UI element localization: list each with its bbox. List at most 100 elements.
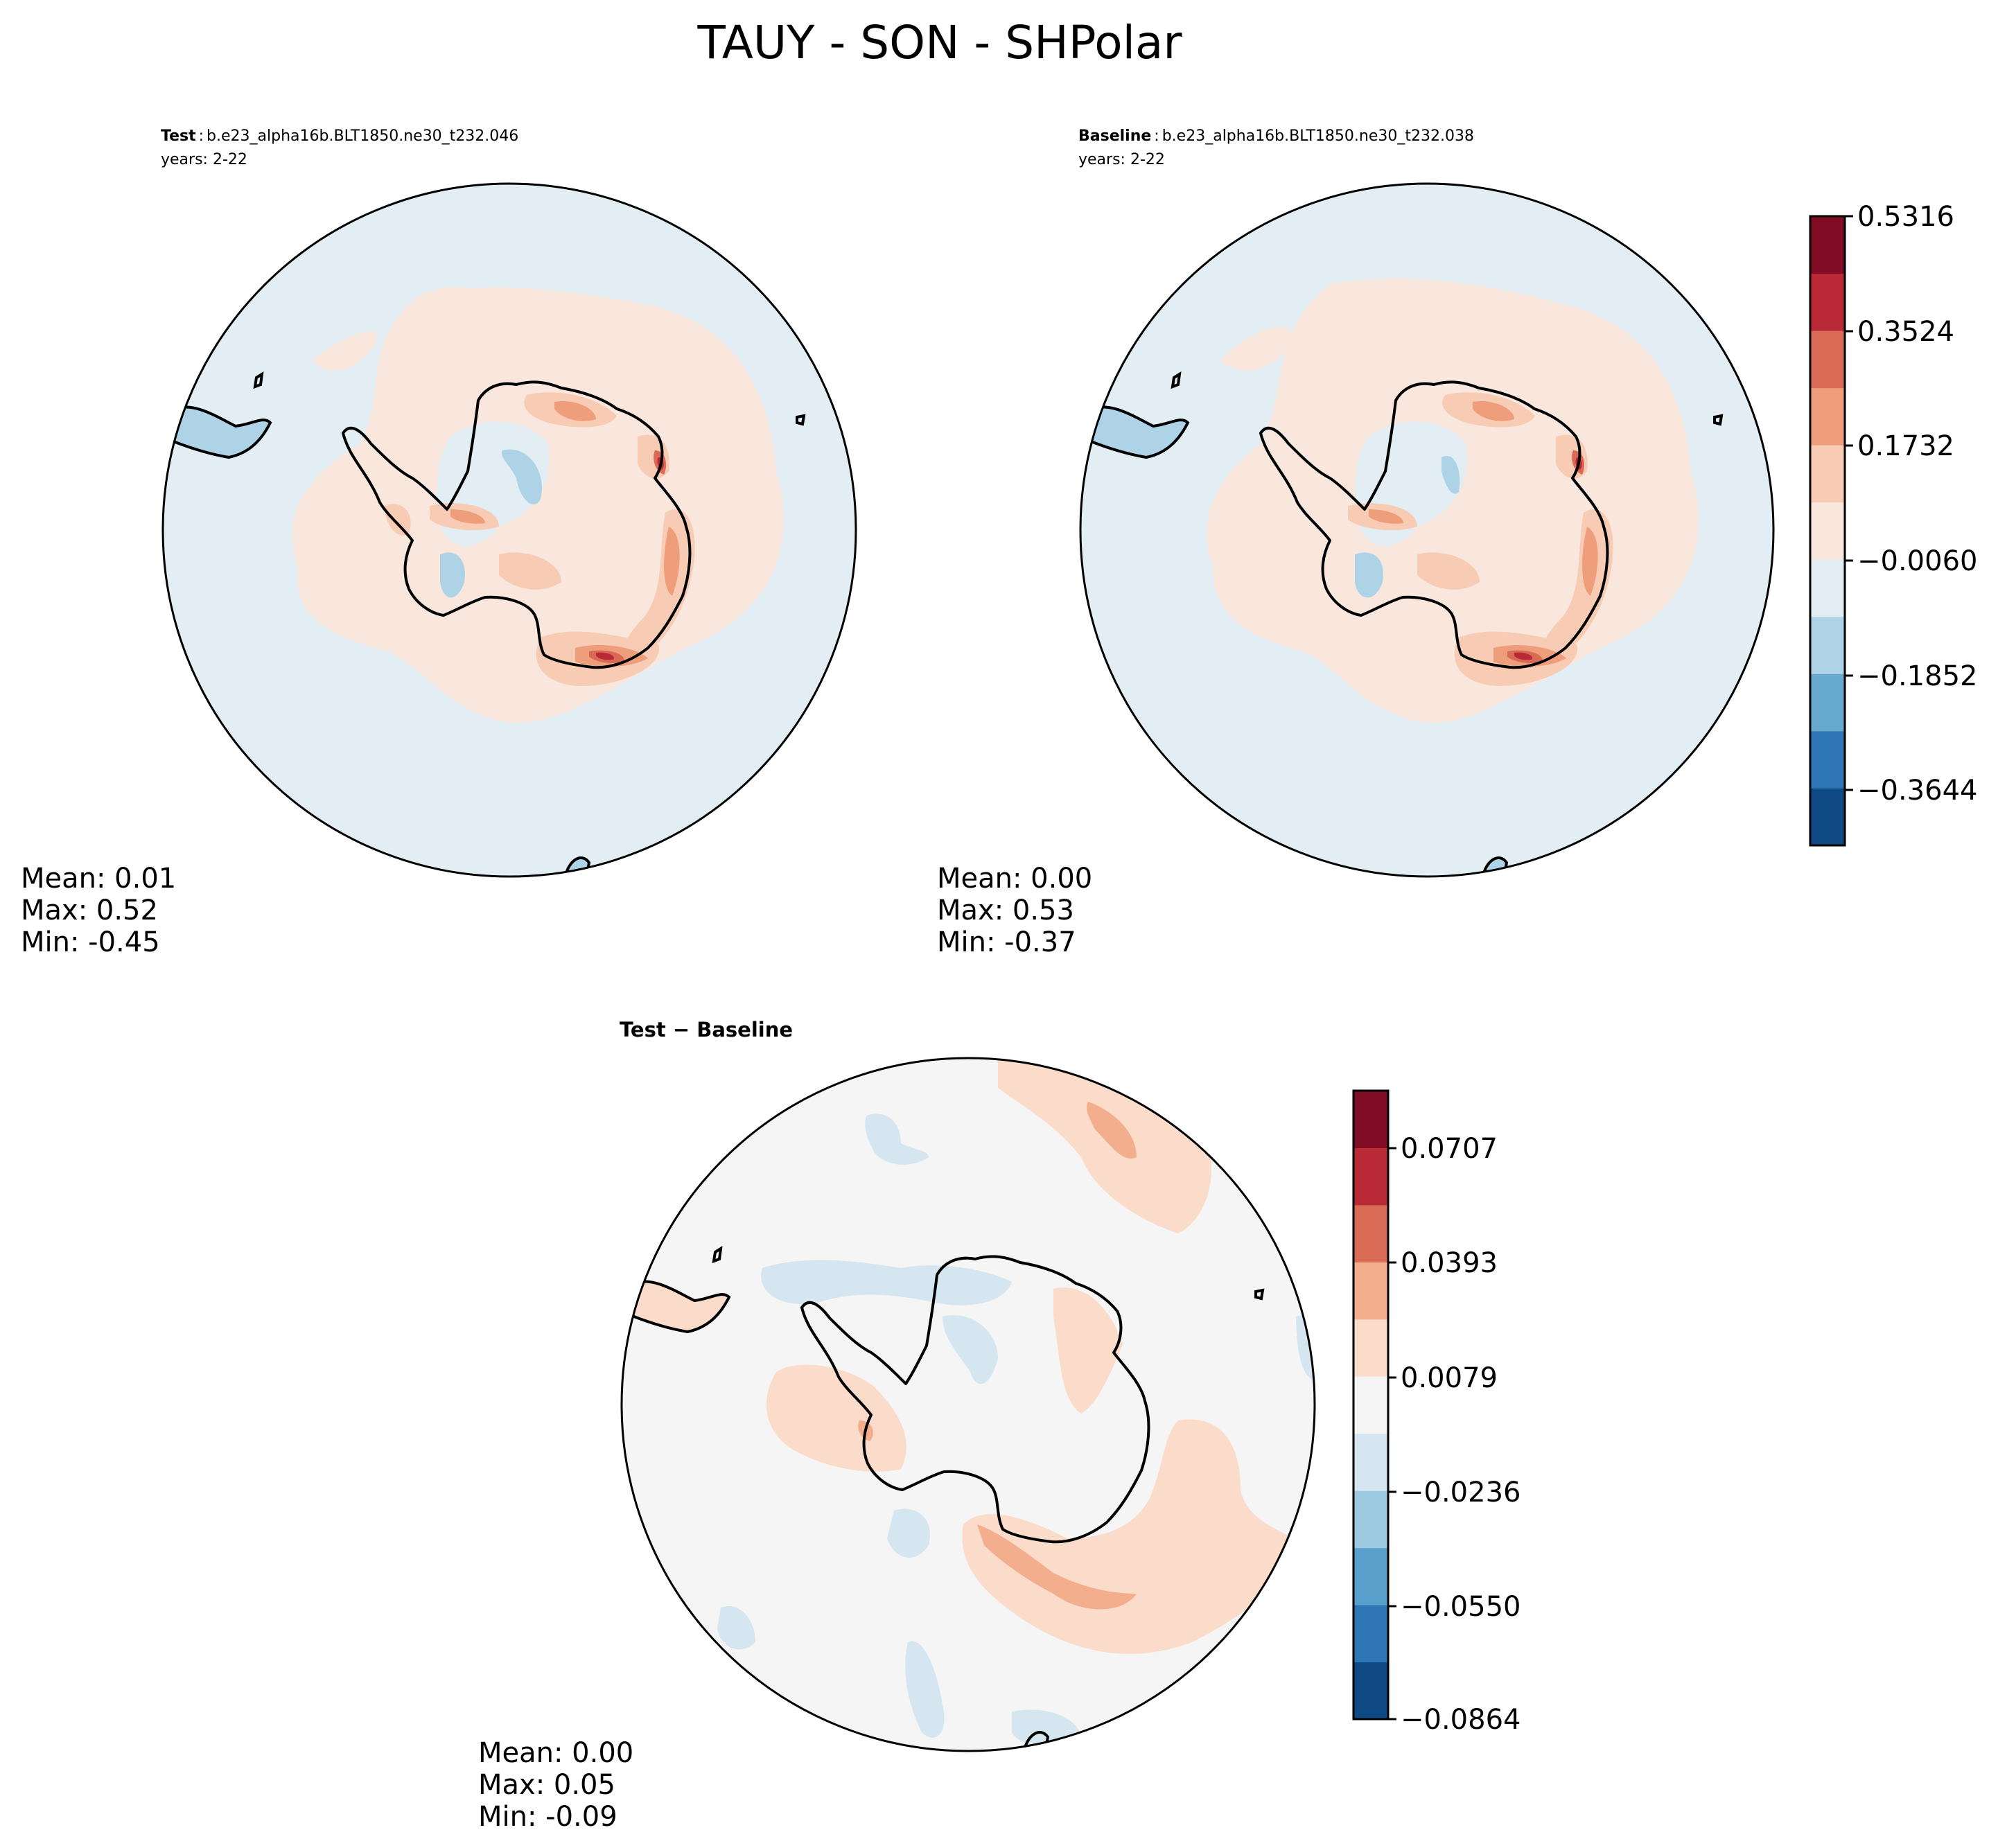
panel-test-core-1	[554, 401, 596, 421]
colorbar-bottom: 0.0707 0.0393 0.0079 −0.0236 −0.0550 −0.0864	[1352, 1089, 1520, 1736]
figure-title: TAUY - SON - SHPolar	[697, 16, 1183, 69]
colorbar-bottom-swatch	[1353, 1433, 1388, 1491]
colorbar-bottom-swatch	[1353, 1376, 1388, 1434]
panel-baseline-inner-blue-2	[1441, 456, 1460, 494]
colorbar-bottom-tick-label: 0.0707	[1401, 1133, 1498, 1165]
panel-test-patch-2	[312, 331, 377, 371]
panel-test-core-7	[596, 652, 614, 660]
panel-baseline-years: years: 2-22	[1078, 151, 1165, 168]
colorbar-bottom-tick-label: 0.0393	[1401, 1247, 1498, 1279]
panel-difference-pos-west	[766, 1364, 906, 1472]
panel-baseline: Baseline: b.e23_alpha16b.BLT1850.ne30_t23…	[937, 127, 1775, 958]
colorbar-bottom-tick-label: 0.0079	[1401, 1362, 1498, 1394]
panel-baseline-patch-1	[1220, 326, 1292, 371]
panel-baseline-mean: Mean: 0.00	[937, 863, 1092, 895]
panel-test-inner-blue-3	[440, 552, 465, 598]
colorbar-top-swatch	[1810, 616, 1845, 674]
panel-difference-boundary	[620, 1057, 1316, 1752]
panel-difference: Test − Baseline Mean: 0.	[478, 1018, 1316, 1833]
panel-baseline-title-bold: Baseline	[1078, 127, 1151, 145]
colorbar-top-swatch	[1810, 445, 1845, 503]
colorbar-bottom-swatch	[1353, 1605, 1388, 1663]
colorbar-bottom-swatch	[1353, 1662, 1388, 1720]
panel-baseline-core-4	[1369, 509, 1403, 524]
colorbar-top-swatch	[1810, 674, 1845, 732]
panel-baseline-coastline-antarctica	[1259, 380, 1609, 669]
panel-baseline-coastline-south-america	[1085, 405, 1190, 459]
colorbar-top-swatch	[1810, 331, 1845, 389]
panel-test-boundary	[161, 182, 857, 878]
panel-baseline-title: Baseline: b.e23_alpha16b.BLT1850.ne30_t23…	[1078, 127, 1474, 145]
panel-difference-pos-east	[1053, 1287, 1123, 1414]
panel-test-title: Test: b.e23_alpha16b.BLT1850.ne30_t232.04…	[161, 127, 518, 145]
panel-difference-title: Test − Baseline	[620, 1018, 793, 1041]
colorbar-top-swatch	[1810, 387, 1845, 446]
panel-test-title-bold: Test	[161, 127, 196, 145]
colorbar-top-tick-label: −0.0060	[1857, 545, 1977, 577]
panel-test-coastline-island-2	[796, 414, 806, 426]
colorbar-bottom-swatch	[1353, 1204, 1388, 1262]
panel-difference-neg-left	[717, 1606, 755, 1650]
colorbar-bottom-swatch	[1353, 1319, 1388, 1377]
panel-baseline-coastline-island-2	[1713, 414, 1724, 426]
colorbar-top-tick-label: 0.3524	[1857, 316, 1954, 348]
colorbar-bottom-swatch	[1353, 1262, 1388, 1320]
panel-test-coastline-south-america	[168, 405, 272, 459]
panel-difference-map	[622, 1058, 1315, 1751]
panel-difference-pos-right-band	[962, 1419, 1303, 1654]
panel-test-max: Max: 0.52	[21, 895, 158, 926]
panel-baseline-band-sw	[1417, 552, 1480, 590]
colorbar-top-tick-label: −0.1852	[1857, 660, 1977, 692]
colorbar-top-swatch	[1810, 730, 1845, 789]
colorbar-bottom-swatch	[1353, 1490, 1388, 1549]
panel-difference-pos-top-right	[998, 1059, 1211, 1233]
panel-test-mean: Mean: 0.01	[21, 863, 176, 895]
panel-baseline-map	[1080, 184, 1773, 877]
panel-difference-pos-right-core	[977, 1524, 1137, 1610]
panel-test-patch-1	[416, 286, 474, 314]
panel-test-years: years: 2-22	[161, 151, 247, 168]
panel-baseline-boundary	[1079, 182, 1775, 878]
panel-test-core-2	[664, 527, 680, 596]
panel-test-band-sw	[499, 552, 561, 590]
panel-baseline-core-2	[1582, 527, 1598, 596]
colorbar-top-tick-label: 0.5316	[1857, 201, 1954, 233]
panel-test-band-far-west	[385, 504, 411, 536]
panel-difference-min: Min: -0.09	[478, 1801, 617, 1833]
panel-difference-neg-sw	[887, 1508, 930, 1558]
panel-baseline-coastline-island-1	[1171, 371, 1182, 389]
colorbar-top-frame	[1809, 215, 1846, 847]
colorbar-bottom-swatch	[1353, 1147, 1388, 1206]
panel-baseline-core-7	[1514, 652, 1532, 660]
panel-difference-neg-south	[905, 1641, 945, 1738]
panel-test-coastline-island-1	[253, 371, 264, 389]
panel-difference-pos-top-right-core	[1087, 1102, 1137, 1159]
colorbar-bottom-tick-label: −0.0236	[1401, 1477, 1520, 1508]
panel-difference-neg-center	[943, 1315, 998, 1384]
panel-test-min: Min: -0.45	[21, 926, 160, 958]
panel-difference-max: Max: 0.05	[478, 1769, 615, 1801]
panel-test-case: b.e23_alpha16b.BLT1850.ne30_t232.046	[207, 127, 518, 145]
panel-baseline-core-1	[1473, 401, 1514, 421]
colorbar-top-swatch	[1810, 502, 1845, 560]
panel-baseline-case: b.e23_alpha16b.BLT1850.ne30_t232.038	[1162, 127, 1474, 145]
panel-test-core-4	[450, 509, 485, 524]
panel-difference-neg-north	[761, 1260, 1012, 1305]
colorbar-top-tick-label: 0.1732	[1857, 430, 1954, 462]
panel-baseline-min: Min: -0.37	[937, 926, 1076, 958]
colorbar-bottom-tick-label: −0.0864	[1401, 1704, 1520, 1736]
panel-difference-neg-top	[865, 1114, 929, 1165]
colorbar-bottom-tick-label: −0.0550	[1401, 1591, 1520, 1623]
panel-baseline-patch-2	[1227, 492, 1256, 563]
colorbar-bottom-frame	[1352, 1089, 1390, 1721]
panel-difference-mean: Mean: 0.00	[478, 1737, 633, 1769]
panel-difference-coastline-south-america	[626, 1280, 731, 1334]
colorbar-bottom-swatch	[1353, 1547, 1388, 1605]
colorbar-top-swatch	[1810, 559, 1845, 617]
panel-test-coastline-antarctica	[342, 380, 692, 669]
panel-baseline-max: Max: 0.53	[937, 895, 1074, 926]
panel-baseline-inner-blue-3	[1355, 552, 1383, 598]
panel-difference-coastline-island-2	[1254, 1288, 1265, 1301]
colorbar-top: 0.5316 0.3524 0.1732 −0.0060 −0.1852 −0.3644	[1809, 201, 1977, 847]
